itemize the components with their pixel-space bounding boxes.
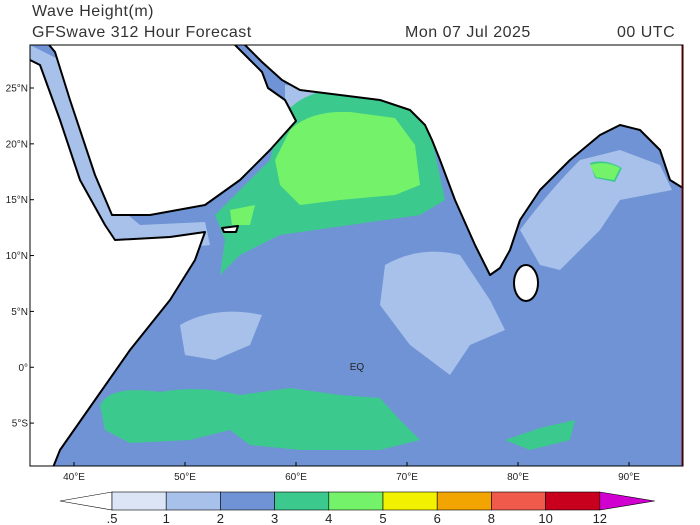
colorbar-box (436, 491, 492, 511)
colorbar-box (491, 491, 546, 511)
lon-label: 80°E (507, 472, 529, 483)
colorbar-label: 2 (217, 511, 224, 525)
equator-label: EQ (350, 362, 365, 373)
colorbar-label: 3 (271, 511, 278, 525)
lat-label: 10°N (6, 251, 28, 262)
axes: 25°N 20°N 15°N 10°N 5°N 0° 5°S 40°E 50°E 60°E 70°E… (6, 84, 641, 484)
colorbar-arrow (599, 491, 655, 511)
colorbar-box (274, 491, 330, 511)
lat-label: 20°N (6, 139, 28, 150)
colorbar-label: 8 (488, 511, 495, 525)
land (30, 45, 683, 466)
colorbar-box (328, 491, 384, 511)
lat-label: 5°N (11, 307, 28, 318)
colorbar-arrow (59, 491, 113, 511)
lat-label: 25°N (6, 84, 28, 95)
lon-label: 90°E (618, 472, 640, 483)
colorbar-box (165, 491, 221, 511)
bright-wave-areas (230, 111, 620, 225)
colorbar-box (382, 491, 438, 511)
lon-label: 40°E (63, 472, 85, 483)
lat-label: 15°N (6, 195, 28, 206)
colorbar-label: 10 (538, 511, 552, 525)
colorbar-box (220, 491, 275, 511)
time: 00 UTC (617, 24, 675, 41)
colorbar-label: 12 (593, 511, 607, 525)
colorbar-label: 1 (163, 511, 170, 525)
colorbar-label: 5 (379, 511, 386, 525)
title: Wave Height(m) (32, 3, 154, 20)
colorbar-label: .5 (107, 511, 118, 525)
lon-label: 50°E (174, 472, 196, 483)
lat-label: 5°S (12, 419, 29, 430)
map (30, 45, 683, 466)
colorbar: .5 1 2 3 4 5 6 8 10 12 (59, 491, 655, 525)
lon-label: 60°E (285, 472, 307, 483)
subtitle: GFSwave 312 Hour Forecast (32, 24, 252, 41)
colorbar-box (111, 491, 167, 511)
colorbar-box (545, 491, 601, 511)
lon-label: 70°E (396, 472, 418, 483)
colorbar-label: 6 (434, 511, 441, 525)
lat-label: 0° (18, 363, 28, 374)
date: Mon 07 Jul 2025 (405, 24, 531, 41)
colorbar-label: 4 (325, 511, 332, 525)
